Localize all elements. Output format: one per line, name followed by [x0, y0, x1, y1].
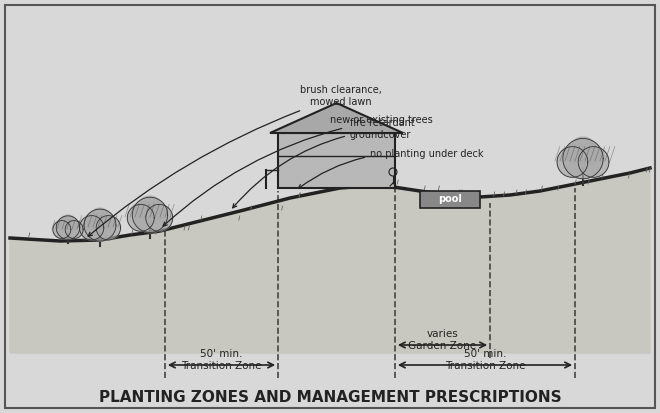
Text: varies
Garden Zone: varies Garden Zone [409, 330, 477, 351]
Circle shape [86, 213, 103, 230]
Circle shape [557, 147, 588, 177]
Circle shape [563, 138, 603, 179]
Circle shape [579, 143, 601, 164]
Circle shape [57, 218, 70, 231]
Bar [420, 191, 480, 208]
Circle shape [97, 213, 114, 230]
Circle shape [89, 208, 111, 229]
Polygon shape [10, 168, 650, 353]
Text: fire retardant
groundcover: fire retardant groundcover [233, 119, 414, 208]
Circle shape [53, 221, 71, 239]
Circle shape [133, 197, 168, 233]
Text: 50' min.
Transition Zone: 50' min. Transition Zone [445, 349, 525, 371]
Text: 50' min.
Transition Zone: 50' min. Transition Zone [182, 349, 262, 371]
Bar [278, 133, 395, 188]
Circle shape [570, 137, 597, 164]
Text: PLANTING ZONES AND MANAGEMENT PRESCRIPTIONS: PLANTING ZONES AND MANAGEMENT PRESCRIPTI… [99, 389, 561, 404]
Text: pool: pool [438, 195, 462, 204]
Circle shape [96, 216, 121, 240]
Circle shape [135, 202, 153, 220]
Circle shape [65, 221, 83, 239]
Circle shape [84, 209, 116, 241]
Circle shape [147, 202, 166, 220]
Polygon shape [270, 103, 403, 133]
Circle shape [79, 216, 104, 240]
Circle shape [578, 147, 609, 177]
Circle shape [138, 196, 162, 220]
Text: new or existing trees: new or existing trees [163, 115, 433, 226]
Circle shape [127, 204, 154, 231]
Circle shape [146, 204, 173, 231]
Text: brush clearance,
mowed lawn: brush clearance, mowed lawn [88, 85, 382, 236]
Circle shape [56, 216, 80, 240]
Text: no planting under deck: no planting under deck [298, 149, 484, 188]
Circle shape [565, 143, 586, 164]
Circle shape [60, 215, 76, 231]
Circle shape [66, 218, 79, 231]
